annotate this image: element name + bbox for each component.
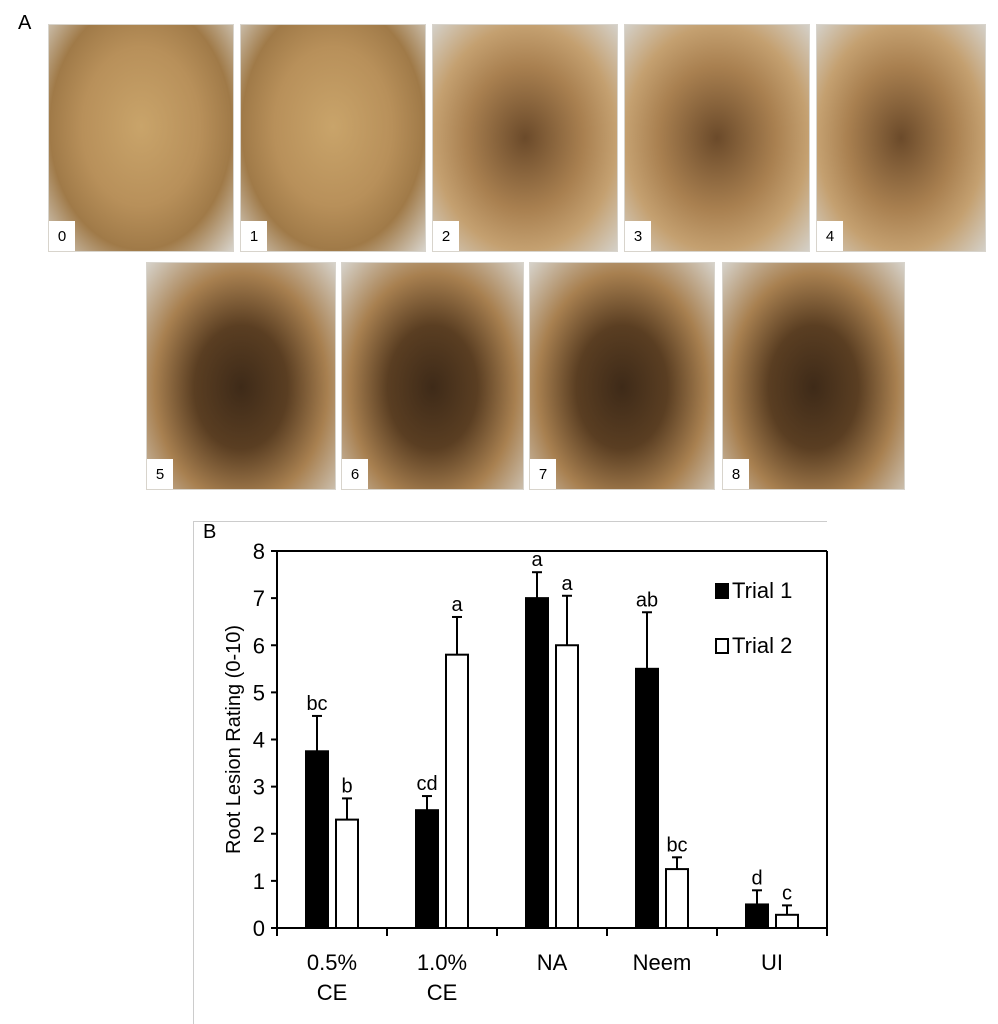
- root-photo-number: 8: [723, 459, 749, 489]
- root-photo-image: [625, 25, 809, 251]
- root-photo-number: 6: [342, 459, 368, 489]
- root-photo-7: 7: [529, 262, 715, 490]
- root-photo-1: 1: [240, 24, 426, 252]
- root-photo-number: 5: [147, 459, 173, 489]
- chart-frame: [193, 521, 827, 1024]
- root-photo-8: 8: [722, 262, 905, 490]
- root-photo-4: 4: [816, 24, 986, 252]
- root-photo-3: 3: [624, 24, 810, 252]
- root-photo-image: [817, 25, 985, 251]
- root-photo-number: 2: [433, 221, 459, 251]
- root-photo-0: 0: [48, 24, 234, 252]
- root-photo-number: 1: [241, 221, 267, 251]
- root-photo-6: 6: [341, 262, 524, 490]
- panel-b-label: B: [203, 521, 217, 543]
- root-photo-image: [49, 25, 233, 251]
- root-photo-5: 5: [146, 262, 336, 490]
- root-photo-number: 0: [49, 221, 75, 251]
- root-photo-image: [723, 263, 904, 489]
- root-photo-2: 2: [432, 24, 618, 252]
- root-photo-image: [147, 263, 335, 489]
- root-photo-image: [530, 263, 714, 489]
- panel-a-label: A: [18, 12, 32, 34]
- root-photo-image: [241, 25, 425, 251]
- root-photo-image: [342, 263, 523, 489]
- root-photo-number: 4: [817, 221, 843, 251]
- root-photo-number: 7: [530, 459, 556, 489]
- root-photo-image: [433, 25, 617, 251]
- root-photo-number: 3: [625, 221, 651, 251]
